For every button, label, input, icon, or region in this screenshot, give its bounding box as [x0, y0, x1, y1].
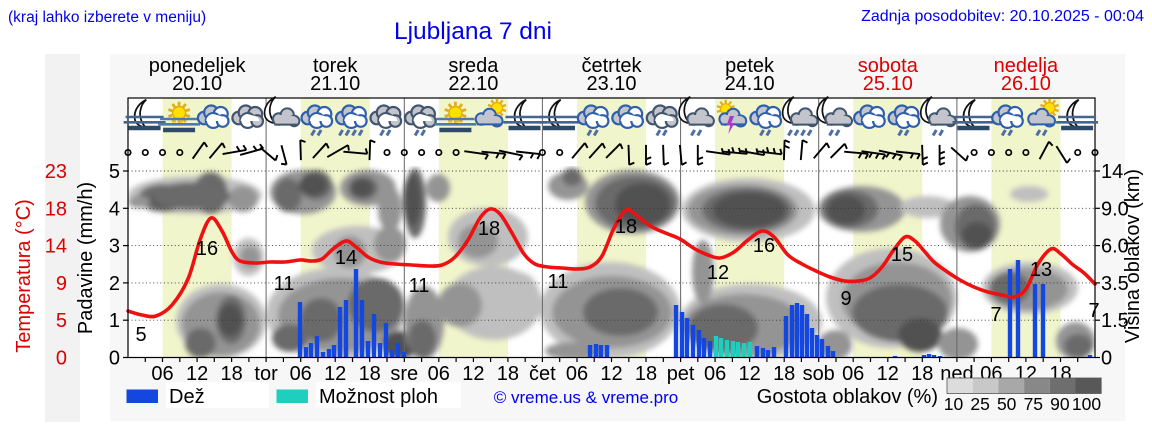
svg-text:četrtek: četrtek [581, 55, 642, 77]
svg-text:5: 5 [109, 161, 120, 183]
svg-text:14: 14 [1101, 161, 1123, 183]
svg-text:Zadnja posodobitev: 20.10.2025: Zadnja posodobitev: 20.10.2025 - 00:04 [861, 8, 1144, 25]
svg-text:0: 0 [109, 348, 120, 370]
svg-text:23: 23 [45, 161, 67, 183]
svg-text:21.10: 21.10 [310, 73, 360, 95]
svg-text:12: 12 [738, 363, 760, 385]
svg-text:9: 9 [56, 273, 67, 295]
svg-text:25: 25 [970, 394, 989, 414]
svg-text:1: 1 [109, 310, 120, 332]
svg-text:06: 06 [566, 363, 588, 385]
svg-text:Padavine (mm/h): Padavine (mm/h) [75, 182, 97, 334]
svg-text:16: 16 [196, 238, 218, 260]
svg-text:14: 14 [335, 247, 357, 269]
svg-text:16: 16 [753, 235, 775, 257]
svg-text:18: 18 [635, 363, 657, 385]
svg-text:4: 4 [109, 198, 120, 220]
svg-text:15: 15 [891, 244, 913, 266]
svg-text:11: 11 [548, 271, 569, 293]
svg-text:25.10: 25.10 [863, 73, 913, 95]
svg-text:12: 12 [877, 363, 899, 385]
svg-text:18: 18 [773, 363, 795, 385]
svg-text:1.5: 1.5 [1101, 310, 1129, 332]
svg-text:11: 11 [274, 273, 295, 295]
svg-text:06: 06 [704, 363, 726, 385]
svg-text:3.5: 3.5 [1101, 273, 1129, 295]
svg-text:7: 7 [990, 304, 1001, 326]
svg-text:0: 0 [56, 348, 67, 370]
svg-text:Dež: Dež [169, 386, 205, 408]
svg-text:06: 06 [428, 363, 450, 385]
svg-text:75: 75 [1024, 394, 1043, 414]
svg-text:7: 7 [1088, 300, 1099, 322]
svg-text:6.0: 6.0 [1101, 236, 1129, 258]
svg-text:nedelja: nedelja [994, 55, 1059, 77]
svg-text:Gostota oblakov (%): Gostota oblakov (%) [757, 386, 938, 408]
svg-text:90: 90 [1050, 394, 1070, 414]
svg-text:9: 9 [840, 288, 851, 310]
svg-text:18: 18 [497, 363, 519, 385]
svg-text:06: 06 [290, 363, 312, 385]
svg-text:sre: sre [390, 363, 418, 385]
svg-text:sreda: sreda [448, 55, 499, 77]
svg-text:9.0: 9.0 [1101, 198, 1129, 220]
svg-text:12: 12 [462, 363, 484, 385]
svg-text:24.10: 24.10 [725, 73, 775, 95]
svg-text:20.10: 20.10 [172, 73, 222, 95]
svg-text:0: 0 [1101, 348, 1112, 370]
svg-text:sobota: sobota [858, 55, 919, 77]
svg-text:14: 14 [45, 236, 67, 258]
svg-text:13: 13 [1030, 259, 1052, 281]
svg-text:18: 18 [45, 198, 67, 220]
svg-text:50: 50 [997, 394, 1017, 414]
svg-text:petek: petek [725, 55, 775, 77]
svg-text:12: 12 [324, 363, 346, 385]
svg-text:čet: čet [529, 363, 556, 385]
svg-text:06: 06 [842, 363, 864, 385]
svg-text:18: 18 [615, 216, 637, 238]
svg-text:12: 12 [186, 363, 208, 385]
svg-text:Možnost ploh: Možnost ploh [319, 386, 438, 408]
svg-text:© vreme.us & vreme.pro: © vreme.us & vreme.pro [494, 388, 678, 407]
svg-text:Višina oblakov (km): Višina oblakov (km) [1122, 169, 1144, 343]
svg-text:Ljubljana 7 dni: Ljubljana 7 dni [394, 18, 552, 45]
svg-text:(kraj lahko izberete v meniju): (kraj lahko izberete v meniju) [8, 9, 206, 26]
svg-text:torek: torek [313, 55, 358, 77]
svg-text:10: 10 [944, 394, 964, 414]
svg-text:18: 18 [911, 363, 933, 385]
svg-text:2: 2 [109, 273, 120, 295]
svg-text:5: 5 [56, 310, 67, 332]
svg-text:Temperatura (°C): Temperatura (°C) [13, 199, 35, 353]
svg-text:12: 12 [600, 363, 622, 385]
svg-text:06: 06 [151, 363, 173, 385]
svg-text:11: 11 [409, 275, 430, 297]
svg-text:3: 3 [109, 236, 120, 258]
svg-text:ponedeljek: ponedeljek [149, 55, 247, 77]
svg-text:18: 18 [220, 363, 242, 385]
svg-text:26.10: 26.10 [1001, 73, 1051, 95]
svg-text:23.10: 23.10 [586, 73, 636, 95]
svg-text:tor: tor [254, 363, 278, 385]
svg-text:18: 18 [359, 363, 381, 385]
svg-text:sob: sob [803, 363, 835, 385]
svg-text:100: 100 [1072, 394, 1101, 414]
svg-text:12: 12 [707, 262, 729, 284]
svg-text:18: 18 [478, 218, 500, 240]
svg-text:22.10: 22.10 [448, 73, 498, 95]
svg-text:5: 5 [135, 324, 146, 346]
svg-text:pet: pet [667, 363, 695, 385]
